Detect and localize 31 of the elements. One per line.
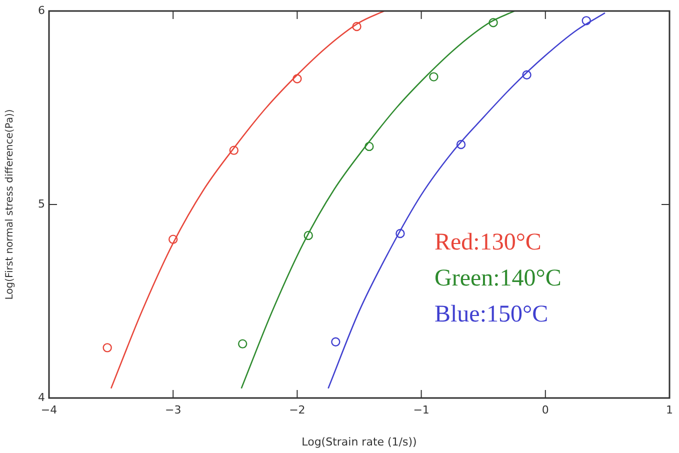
x-axis-title: Log(Strain rate (1/s)) [302,435,417,448]
x-tick-label: −3 [164,403,182,416]
point [352,22,362,32]
point [429,72,438,82]
x-tick-label: 1 [666,403,673,416]
x-tick-label: −4 [40,403,58,416]
x-tick-label: −1 [413,403,430,416]
text: Red:130°C [434,229,542,256]
point [304,230,313,240]
point [456,140,466,150]
point [292,74,302,84]
y-tick-label: 5 [38,197,45,210]
point [331,337,340,346]
x-tick-label: 0 [542,403,549,416]
point [488,18,498,28]
text: Green:140°C [434,265,562,292]
point [168,234,178,244]
line-series [110,11,385,389]
point [582,16,591,26]
point [102,343,112,352]
y-tick-label: 4 [38,390,45,404]
point [229,146,239,155]
x-tick-label: −2 [289,403,306,416]
point [396,228,405,238]
point [364,142,374,152]
y-tick-label: 6 [38,4,45,17]
y-axis-title: Log(First normal stress difference(Pa)) [4,109,16,300]
line-series [328,12,606,389]
point [238,339,248,348]
text: Blue:150°C [434,301,548,328]
point [522,70,532,80]
